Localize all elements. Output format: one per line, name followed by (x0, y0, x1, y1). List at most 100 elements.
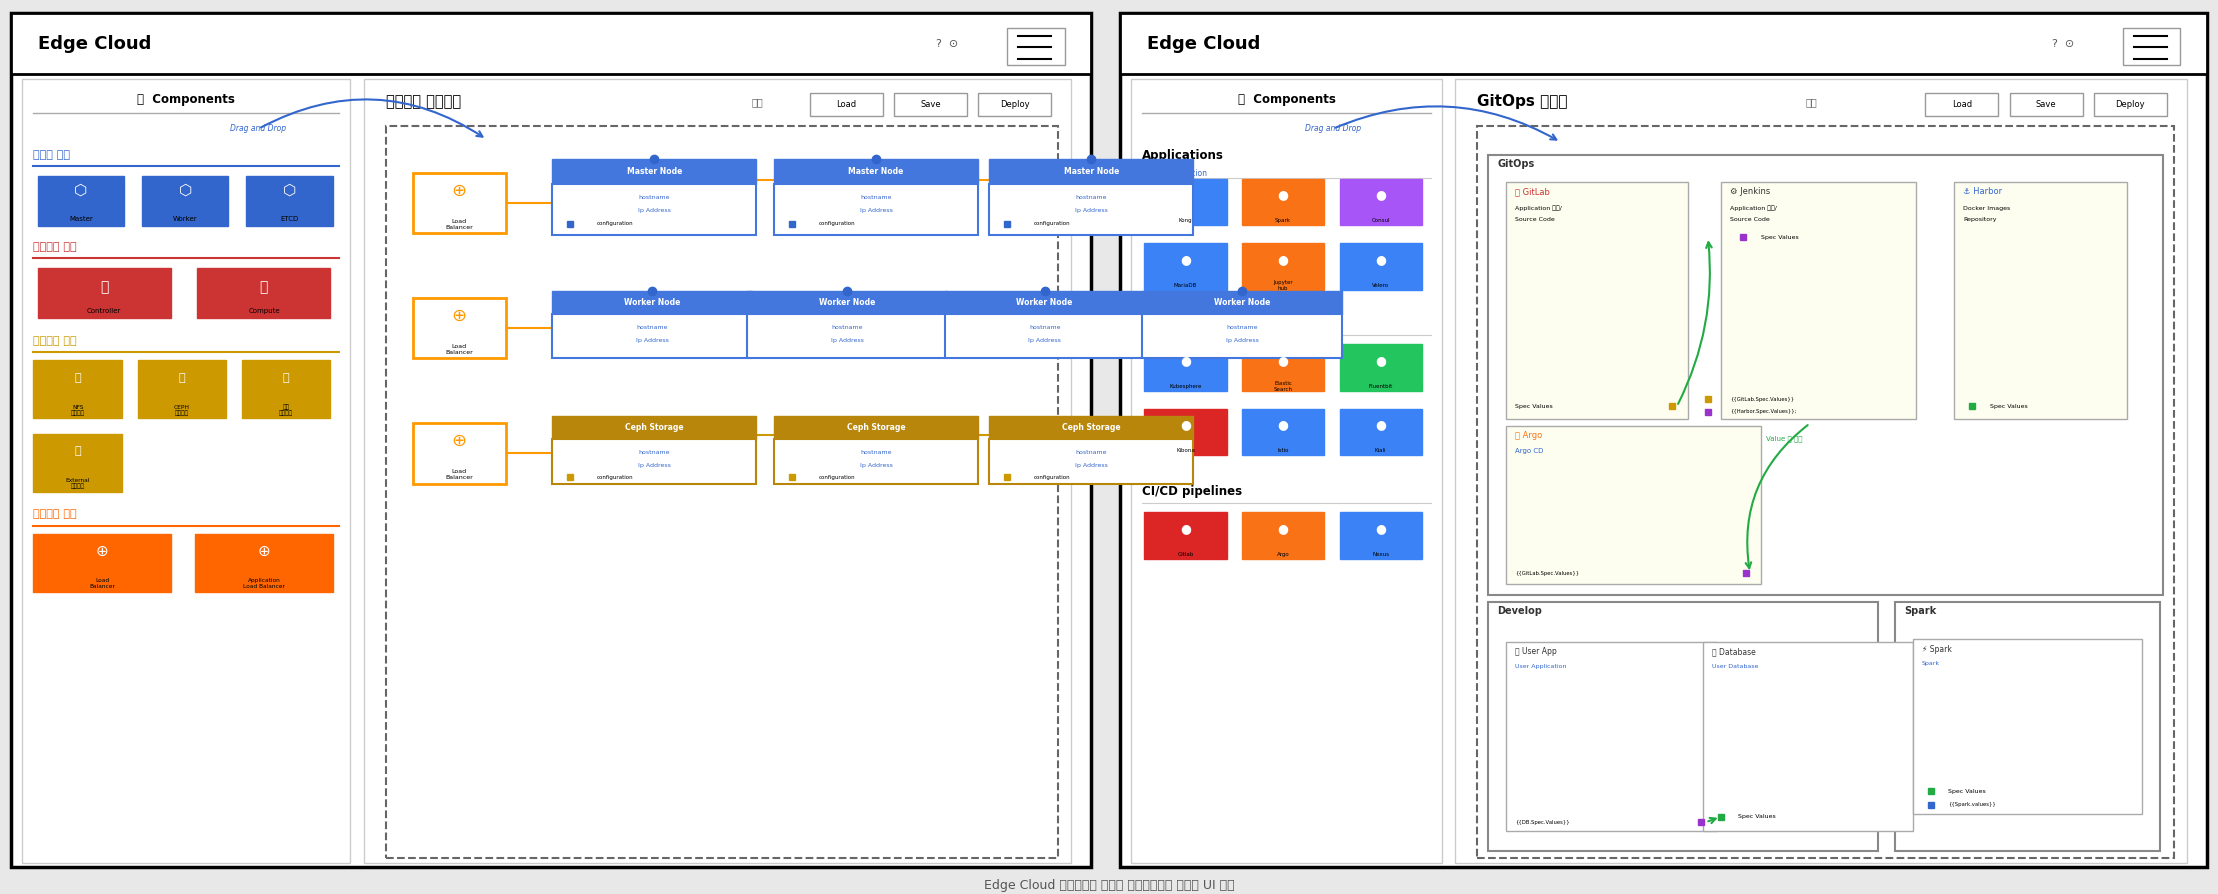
Text: 오픈스택 구성: 오픈스택 구성 (33, 241, 78, 252)
Text: ●: ● (1180, 253, 1191, 266)
Text: CI/CD pipelines: CI/CD pipelines (1142, 485, 1242, 498)
Text: Master: Master (69, 216, 93, 222)
Bar (552, 439, 756, 484)
Text: Applications: Applications (1142, 149, 1224, 162)
Text: Spark: Spark (1921, 662, 1941, 666)
Bar (1506, 181, 1688, 419)
Bar (38, 268, 171, 318)
Bar (138, 360, 226, 418)
Bar (1703, 642, 1914, 831)
Bar (1142, 314, 1342, 358)
Text: User Application: User Application (1515, 663, 1566, 669)
Text: Repository: Repository (1963, 216, 1996, 222)
Bar (242, 360, 330, 418)
Text: ETCD: ETCD (279, 216, 299, 222)
Text: 블록
스토리지: 블록 스토리지 (279, 404, 293, 417)
Text: External
스토리지: External 스토리지 (67, 478, 89, 489)
Text: ?  ⊙: ? ⊙ (936, 38, 958, 49)
Text: 🔧  Components: 🔧 Components (138, 93, 235, 105)
Text: 🎯 Argo: 🎯 Argo (1515, 431, 1542, 440)
Text: ●: ● (1278, 522, 1289, 535)
Text: Gitlab: Gitlab (1178, 552, 1193, 557)
Text: ⊕: ⊕ (452, 181, 466, 199)
Bar (747, 291, 947, 314)
Text: ⚡ Spark: ⚡ Spark (1921, 645, 1952, 654)
Text: Ceph Storage: Ceph Storage (625, 423, 683, 432)
Text: Master Node: Master Node (628, 167, 681, 176)
Text: Deploy: Deploy (1000, 100, 1029, 109)
Bar (195, 534, 333, 592)
Text: NFS
스토리지: NFS 스토리지 (71, 405, 84, 416)
Bar (774, 184, 978, 235)
Text: ●: ● (1180, 418, 1191, 431)
Bar (2010, 93, 2083, 116)
Bar (1488, 156, 2163, 595)
Text: hostname: hostname (832, 325, 863, 330)
Bar (2123, 28, 2180, 65)
Text: Ip Address: Ip Address (639, 207, 670, 213)
Text: Load: Load (836, 100, 856, 109)
Bar (1142, 291, 1342, 314)
Bar (894, 93, 967, 116)
Text: Ip Address: Ip Address (1076, 207, 1107, 213)
Bar (945, 314, 1144, 358)
Bar (1912, 639, 2143, 814)
Text: ⊕: ⊕ (452, 432, 466, 450)
Text: Nexus: Nexus (1373, 552, 1388, 557)
Bar (747, 314, 947, 358)
Text: ●: ● (1278, 418, 1289, 431)
Text: Source Code: Source Code (1730, 216, 1770, 222)
Bar (38, 176, 124, 226)
Text: Elastic
Search: Elastic Search (1273, 381, 1293, 392)
Text: ⬛: ⬛ (260, 280, 268, 294)
Bar (1954, 181, 2127, 419)
Text: hostname: hostname (861, 450, 892, 455)
Bar (1144, 179, 1227, 225)
Text: Observability: Observability (1142, 317, 1231, 330)
Bar (1120, 13, 2207, 867)
Text: Docker Images: Docker Images (1963, 206, 2010, 211)
Text: Kiali: Kiali (1375, 448, 1386, 453)
Bar (552, 159, 756, 184)
Bar (978, 93, 1051, 116)
Bar (1242, 179, 1324, 225)
Text: Fluentbit: Fluentbit (1369, 384, 1393, 389)
Text: Kibona: Kibona (1176, 448, 1196, 453)
Text: Spec Values: Spec Values (1990, 404, 2027, 409)
Text: {{DB.Spec.Values}}: {{DB.Spec.Values}} (1515, 820, 1570, 825)
Bar (774, 416, 978, 439)
Bar (1144, 409, 1227, 455)
Bar (142, 176, 228, 226)
Bar (413, 423, 506, 484)
Bar (1131, 79, 1442, 863)
Bar (1340, 243, 1422, 290)
Bar (989, 184, 1193, 235)
Text: 수정: 수정 (1805, 97, 1817, 107)
Bar (1242, 344, 1324, 391)
Text: Spec Values: Spec Values (1947, 789, 1985, 794)
Bar (33, 360, 122, 418)
Bar (1455, 79, 2187, 863)
Bar (364, 79, 1071, 863)
Text: configuration: configuration (597, 221, 634, 226)
Text: Ip Address: Ip Address (832, 338, 863, 343)
Bar (810, 93, 883, 116)
Bar (552, 291, 752, 314)
Text: 인프라 구성: 인프라 구성 (33, 149, 71, 160)
Text: Load
Balancer: Load Balancer (446, 469, 472, 480)
Bar (1144, 512, 1227, 559)
Bar (1144, 243, 1227, 290)
Text: Worker Node: Worker Node (818, 298, 876, 307)
Text: Ceph Storage: Ceph Storage (1062, 423, 1120, 432)
Text: Worker Node: Worker Node (1016, 298, 1074, 307)
Text: Upload Allication: Upload Allication (1142, 169, 1207, 178)
Text: 🦊 GitLab: 🦊 GitLab (1515, 187, 1550, 196)
Bar (989, 416, 1193, 439)
Bar (1340, 179, 1422, 225)
Text: hostname: hostname (1076, 195, 1107, 200)
Text: configuration: configuration (1034, 221, 1071, 226)
Text: {{Harbor.Spec.Values}};: {{Harbor.Spec.Values}}; (1730, 409, 1797, 414)
Text: 🔧  Components: 🔧 Components (1238, 93, 1335, 105)
Bar (413, 298, 506, 358)
Text: Load: Load (1952, 100, 1972, 109)
